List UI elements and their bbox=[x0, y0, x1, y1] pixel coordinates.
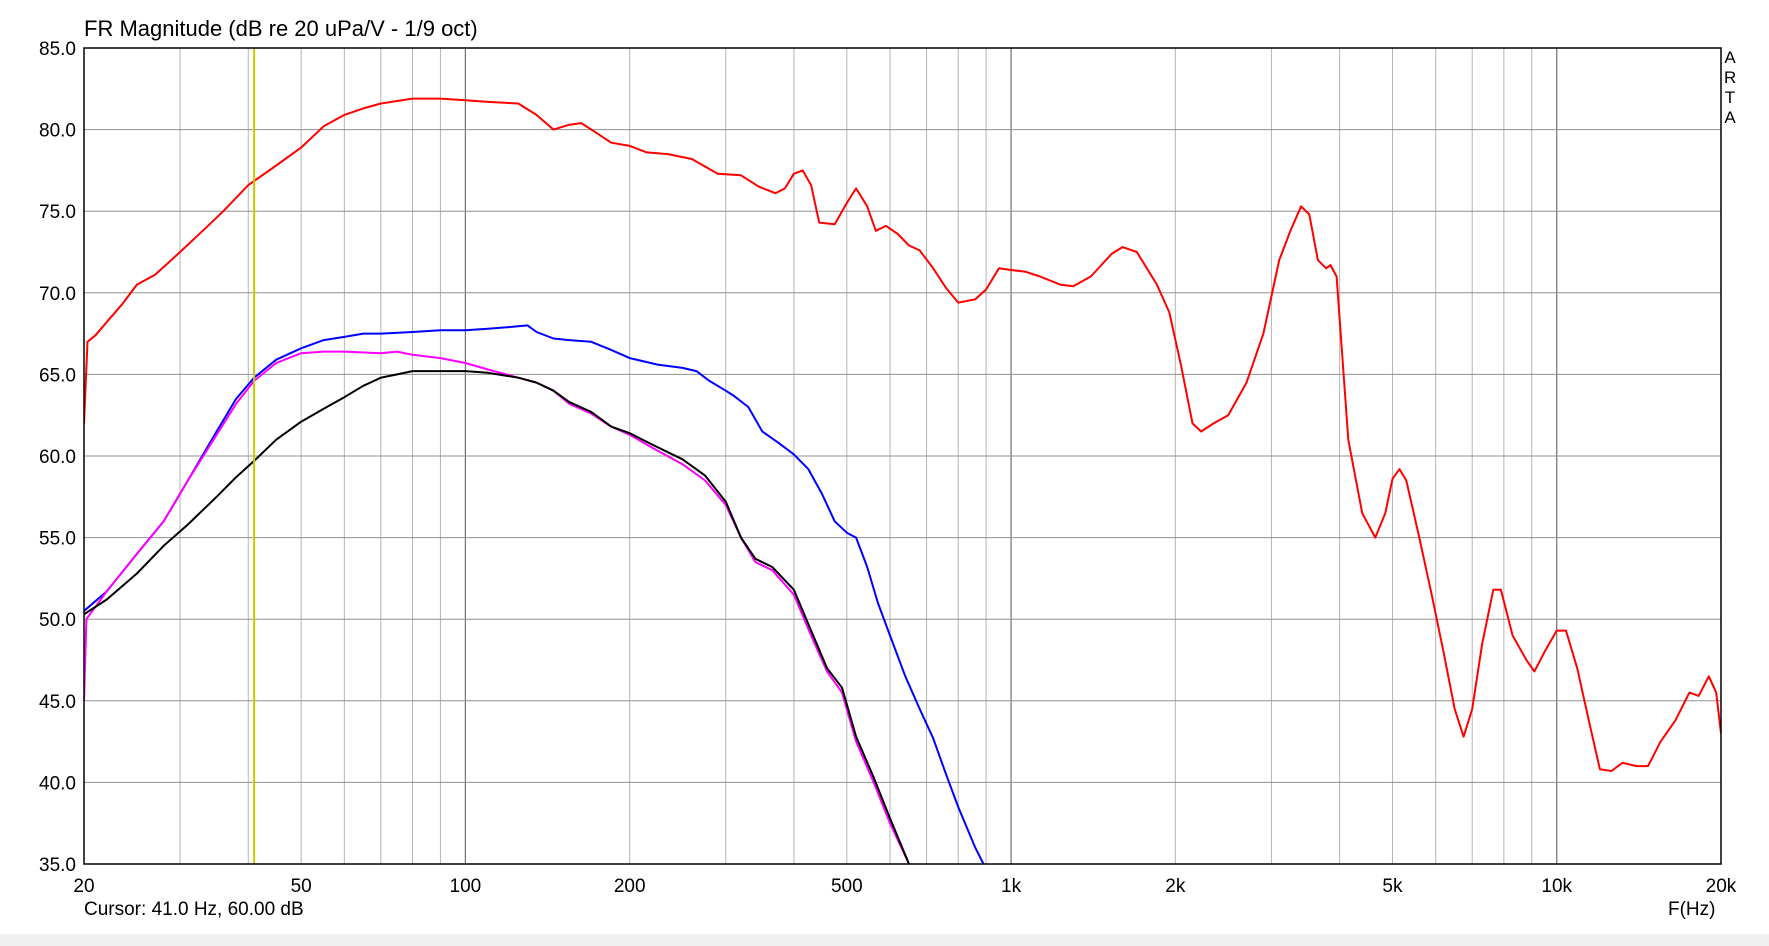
series-line-3 bbox=[84, 350, 910, 864]
x-tick-label: 100 bbox=[450, 876, 482, 897]
arta-label-letter: A bbox=[1724, 48, 1736, 67]
series-line-1 bbox=[84, 97, 1721, 772]
arta-label-letter: R bbox=[1724, 68, 1737, 87]
x-tick-label: 20 bbox=[73, 876, 94, 897]
x-tick-label: 200 bbox=[614, 876, 646, 897]
y-tick-label: 70.0 bbox=[39, 284, 76, 305]
series-line-2 bbox=[84, 324, 985, 864]
x-axis-label: F(Hz) bbox=[1668, 899, 1716, 920]
y-tick-label: 45.0 bbox=[39, 692, 76, 713]
y-tick-label: 35.0 bbox=[39, 855, 76, 876]
y-tick-label: 50.0 bbox=[39, 610, 76, 631]
plot-frame bbox=[83, 47, 1722, 865]
x-tick-label: 20k bbox=[1706, 876, 1737, 897]
series-layer bbox=[84, 97, 1721, 864]
x-tick-label: 10k bbox=[1541, 876, 1572, 897]
chart-title: FR Magnitude (dB re 20 uPa/V - 1/9 oct) bbox=[84, 16, 478, 41]
y-tick-label: 55.0 bbox=[39, 529, 76, 550]
x-axis-tick-labels: 20 50 100 200 500 1k 2k 5k 10k 20k bbox=[73, 876, 1736, 897]
cursor-readout: Cursor: 41.0 Hz, 60.00 dB bbox=[84, 899, 304, 920]
x-tick-label: 2k bbox=[1165, 876, 1186, 897]
arta-label-letter: A bbox=[1724, 108, 1736, 127]
arta-label-letter: T bbox=[1724, 88, 1736, 107]
x-tick-label: 500 bbox=[831, 876, 863, 897]
y-tick-label: 75.0 bbox=[39, 202, 76, 223]
y-axis-tick-labels: 35.0 40.0 45.0 50.0 55.0 60.0 65.0 70.0 75.0 80.0… bbox=[39, 39, 76, 876]
y-tick-label: 60.0 bbox=[39, 447, 76, 468]
y-tick-label: 65.0 bbox=[39, 365, 76, 386]
x-tick-label: 5k bbox=[1382, 876, 1403, 897]
x-tick-label: 50 bbox=[291, 876, 312, 897]
x-tick-label: 1k bbox=[1001, 876, 1022, 897]
y-tick-label: 85.0 bbox=[39, 39, 76, 60]
major-gridlines bbox=[84, 48, 1721, 864]
y-tick-label: 80.0 bbox=[39, 121, 76, 142]
status-strip bbox=[0, 934, 1769, 946]
series-line-4 bbox=[84, 370, 910, 864]
plot-area bbox=[83, 47, 1722, 865]
y-tick-label: 40.0 bbox=[39, 773, 76, 794]
